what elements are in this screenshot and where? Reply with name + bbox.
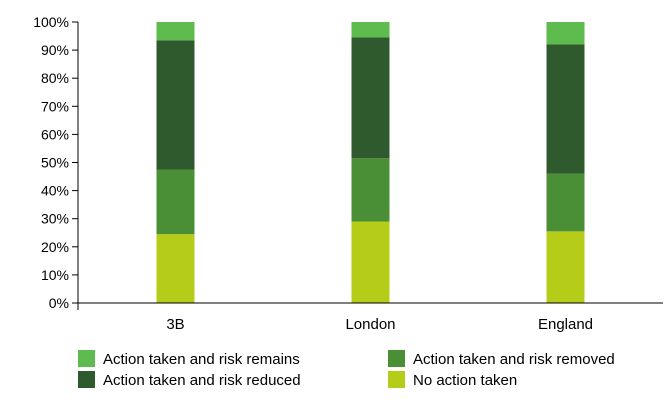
bar-segment <box>546 44 585 174</box>
x-tick-label: England <box>538 316 593 333</box>
bar-segment <box>351 158 390 222</box>
y-tick-label: 100% <box>33 14 69 30</box>
y-tick-label: 80% <box>41 70 69 86</box>
legend-swatch <box>78 350 95 367</box>
bar-segment <box>156 234 195 303</box>
x-tick-label: 3B <box>166 316 184 333</box>
legend-swatch <box>78 371 95 388</box>
legend-item: No action taken <box>388 371 517 389</box>
legend-label: No action taken <box>413 372 517 389</box>
legend-swatch <box>388 371 405 388</box>
bars <box>156 22 585 303</box>
legend-item: Action taken and risk remains <box>78 350 300 368</box>
y-tick-label: 20% <box>41 239 69 255</box>
y-tick-label: 10% <box>41 267 69 283</box>
bar-segment <box>351 37 390 159</box>
legend-item: Action taken and risk removed <box>388 350 615 368</box>
y-tick-label: 30% <box>41 211 69 227</box>
legend-label: Action taken and risk remains <box>103 351 300 368</box>
legend-item: Action taken and risk reduced <box>78 371 301 389</box>
y-tick-label: 0% <box>49 295 69 311</box>
y-tick-label: 40% <box>41 183 69 199</box>
y-axis-ticks: 0% 10% 20% 30% 40% 50% 60% 70% 80% 90% 100% <box>33 14 78 311</box>
legend-label: Action taken and risk removed <box>413 351 615 368</box>
legend-label: Action taken and risk reduced <box>103 372 301 389</box>
y-tick-label: 70% <box>41 98 69 114</box>
x-tick-label: London <box>345 316 395 333</box>
legend: Action taken and risk remains Action take… <box>78 350 615 389</box>
y-tick-label: 50% <box>41 155 69 171</box>
y-tick-label: 90% <box>41 42 69 58</box>
category-labels: 3B London England <box>166 316 593 333</box>
bar-segment <box>156 40 195 170</box>
bar-segment <box>546 231 585 303</box>
bar-segment <box>156 22 195 41</box>
axes <box>77 22 663 310</box>
bar-segment <box>351 22 390 38</box>
y-tick-label: 60% <box>41 126 69 142</box>
bar-segment <box>156 169 195 235</box>
legend-swatch <box>388 350 405 367</box>
bar-segment <box>546 173 585 232</box>
bar-segment <box>546 22 585 45</box>
bar-segment <box>351 221 390 303</box>
